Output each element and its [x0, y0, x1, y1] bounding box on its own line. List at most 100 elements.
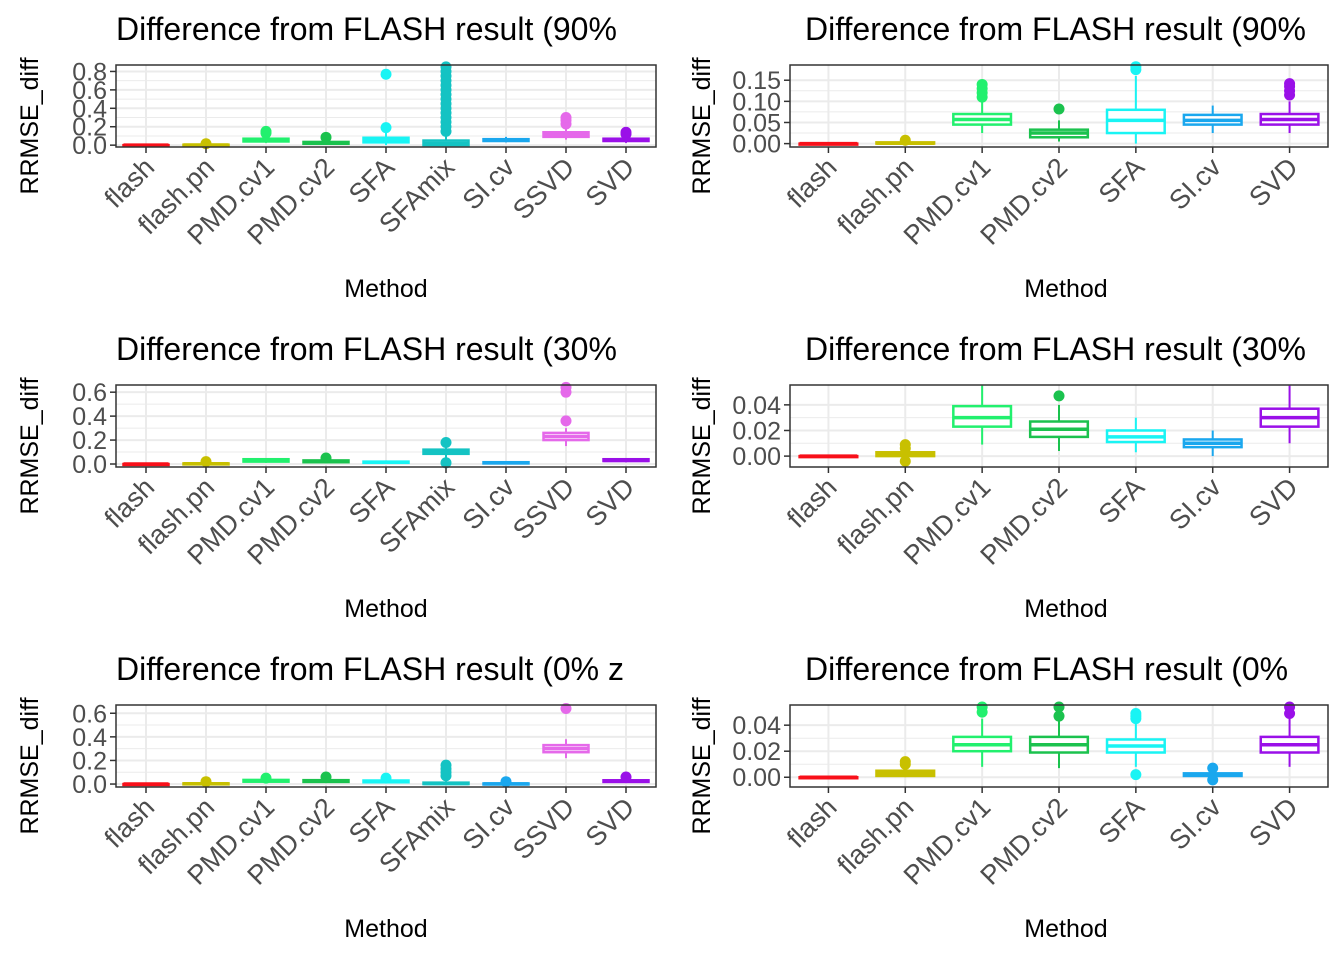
boxplot-flash.pn	[875, 134, 936, 146]
outlier-point	[1053, 710, 1065, 722]
boxplot-PMD.cv2	[1028, 701, 1090, 769]
x-tick-label: SFA	[1093, 472, 1150, 529]
y-tick-label: 0.6	[72, 379, 107, 407]
outlier-point	[899, 756, 911, 768]
panel-title: Difference from FLASH result (30%	[805, 331, 1306, 367]
y-tick-label: 0.8	[72, 58, 107, 86]
outlier-point	[620, 771, 632, 783]
boxplot-SFA	[1105, 417, 1166, 453]
boxplot-flash.pn	[875, 439, 936, 467]
outlier-point	[440, 759, 452, 771]
y-tick-label: 0.4	[72, 95, 107, 123]
outlier-point	[320, 131, 332, 143]
y-axis-title: RRMSE_diff	[16, 57, 44, 194]
outlier-point	[1284, 701, 1296, 713]
outlier-point	[200, 456, 212, 468]
panel-1: 0.00.20.40.60.8flashflash.pnPMD.cv1PMD.c…	[16, 11, 657, 303]
boxplot-PMD.cv2	[302, 131, 350, 146]
panel-title: Difference from FLASH result (30%	[116, 331, 617, 367]
boxplot-flash	[122, 782, 170, 787]
panel-2: 0.000.050.100.15flashflash.pnPMD.cv1PMD.…	[688, 11, 1329, 303]
boxplot-PMD.cv1	[952, 385, 1013, 445]
x-axis-title: Method	[344, 915, 427, 943]
boxplot-SVD	[602, 126, 650, 143]
y-tick-label: 0.15	[732, 67, 781, 95]
x-tick-label: flash	[781, 152, 843, 214]
outlier-point	[1053, 390, 1065, 402]
outlier-point	[260, 125, 272, 137]
y-tick-label: 0.4	[72, 403, 107, 431]
boxplot-flash.pn	[182, 776, 230, 788]
outlier-point	[260, 772, 272, 784]
boxplot-flash	[798, 141, 859, 146]
panel-title: Difference from FLASH result (90%	[805, 11, 1306, 47]
outlier-point	[560, 703, 572, 715]
boxplot-SVD	[602, 771, 650, 784]
boxplot-flash.pn	[875, 756, 936, 778]
y-tick-label: 0.04	[732, 392, 781, 420]
x-tick-label: SVD	[580, 792, 640, 852]
outlier-point	[976, 701, 988, 713]
x-tick-label: SFA	[1093, 792, 1150, 849]
y-tick-label: 0.2	[72, 747, 107, 775]
x-tick-label: SVD	[1243, 792, 1303, 852]
boxplot-PMD.cv1	[242, 125, 290, 143]
x-tick-label: SI.cv	[1163, 792, 1227, 856]
x-tick-label: SVD	[580, 472, 640, 532]
outlier-point	[1284, 78, 1296, 90]
y-axis-title: RRMSE_diff	[688, 57, 716, 194]
outlier-point	[1053, 701, 1065, 713]
outlier-point	[899, 442, 911, 454]
y-tick-label: 0.10	[732, 88, 781, 116]
x-tick-label: SSVD	[507, 472, 580, 545]
boxplot-SI.cv	[482, 776, 530, 788]
y-tick-label: 0.6	[72, 700, 107, 728]
boxplot-SVD	[1259, 701, 1320, 767]
y-tick-label: 0.00	[732, 131, 781, 159]
x-tick-label: SFA	[1093, 152, 1150, 209]
y-tick-label: 0.02	[732, 417, 781, 445]
x-tick-label: SI.cv	[1163, 152, 1227, 216]
boxplot-flash	[798, 775, 859, 780]
outlier-point	[976, 78, 988, 90]
boxplot-SI.cv	[1182, 762, 1243, 786]
panel-title: Difference from FLASH result (90%	[116, 11, 617, 47]
boxplot-SI.cv	[1182, 105, 1243, 134]
outlier-point	[620, 126, 632, 138]
boxplot-SSVD	[542, 112, 590, 140]
boxplot-SSVD	[542, 703, 590, 759]
outlier-point	[899, 455, 911, 467]
outlier-point	[380, 122, 392, 134]
boxplot-SVD	[602, 457, 650, 463]
outlier-point	[440, 457, 452, 469]
y-axis-title: RRMSE_diff	[688, 377, 716, 514]
boxplot-SFA	[1105, 707, 1166, 781]
x-axis-title: Method	[1024, 595, 1107, 623]
x-tick-label: SSVD	[507, 152, 580, 225]
boxplot-SFA	[362, 460, 410, 465]
y-tick-label: 0.00	[732, 764, 781, 792]
outlier-point	[440, 61, 452, 73]
y-tick-label: 0.4	[72, 724, 107, 752]
outlier-point	[560, 415, 572, 427]
boxplot-PMD.cv2	[302, 771, 350, 784]
boxplot-SFAmix	[422, 436, 470, 469]
y-tick-label: 0.0	[72, 132, 107, 160]
outlier-point	[1130, 769, 1142, 781]
boxplot-flash	[798, 454, 859, 459]
y-tick-label: 0.2	[72, 114, 107, 142]
x-tick-label: SVD	[1243, 472, 1303, 532]
outlier-point	[320, 771, 332, 783]
y-tick-label: 0.0	[72, 451, 107, 479]
outlier-point	[560, 381, 572, 393]
boxplot-PMD.cv2	[1028, 103, 1090, 142]
boxplot-SFAmix	[422, 759, 470, 786]
boxplot-SFA	[362, 68, 410, 146]
y-tick-label: 0.0	[72, 771, 107, 799]
boxplot-SFA	[362, 772, 410, 784]
outlier-point	[1207, 762, 1219, 774]
